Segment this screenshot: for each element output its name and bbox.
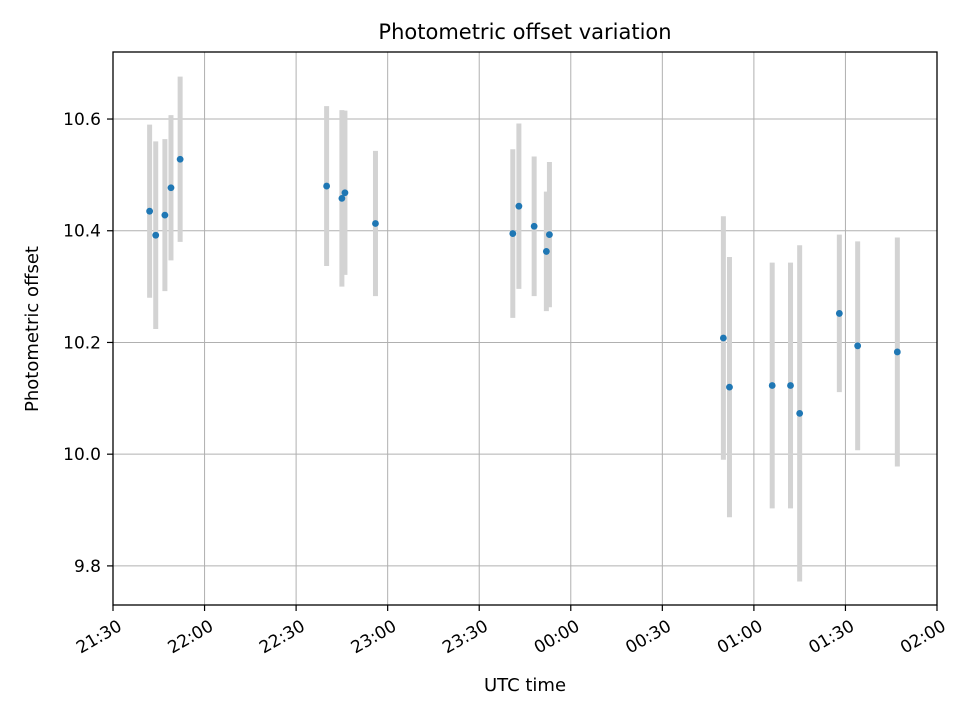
- data-point: [152, 231, 160, 239]
- x-axis-label: UTC time: [484, 675, 566, 696]
- data-point: [176, 155, 184, 163]
- y-axis-label: Photometric offset: [22, 246, 43, 412]
- data-point: [893, 348, 901, 356]
- data-point: [835, 310, 843, 317]
- data-point: [161, 211, 169, 219]
- data-point: [542, 248, 550, 255]
- data-point: [854, 342, 862, 350]
- data-point: [323, 182, 331, 190]
- y-tick-label: 10.4: [63, 222, 101, 242]
- data-point: [146, 207, 154, 215]
- chart-title: Photometric offset variation: [378, 20, 671, 44]
- data-point: [787, 382, 794, 389]
- plot-frame: [112, 51, 938, 606]
- data-point: [515, 202, 523, 210]
- data-points: [146, 155, 901, 417]
- data-point: [167, 184, 175, 192]
- data-point: [341, 189, 349, 197]
- data-point: [719, 334, 727, 342]
- y-tick-label: 9.8: [74, 557, 101, 577]
- y-axis-ticks: 9.8 10.0 10.2 10.4 10.6: [63, 110, 113, 577]
- data-point: [796, 410, 804, 417]
- y-tick-label: 10.6: [63, 110, 101, 130]
- data-point: [768, 382, 776, 389]
- data-point: [726, 383, 733, 391]
- y-tick-label: 10.2: [63, 333, 101, 353]
- data-point: [530, 222, 538, 230]
- data-point: [338, 194, 346, 202]
- y-tick-label: 10.0: [63, 445, 101, 465]
- data-point: [546, 231, 553, 239]
- data-point: [509, 230, 517, 237]
- data-point: [372, 220, 379, 227]
